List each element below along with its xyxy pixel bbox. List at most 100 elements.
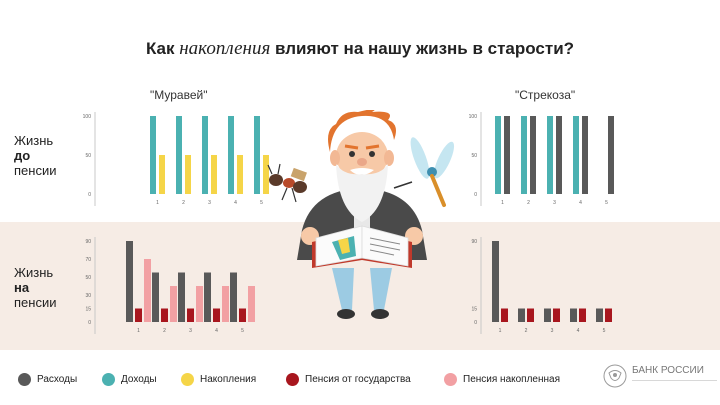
x-tick-label: 3 <box>553 200 556 206</box>
bar <box>582 116 588 194</box>
x-tick-label: 5 <box>605 200 608 206</box>
title-italic-word: накопления <box>179 38 271 59</box>
bar <box>187 308 194 322</box>
bar <box>263 155 269 194</box>
row-label-before-retirement: Жизнь до пенсии <box>14 133 56 178</box>
title-part-2: влияют на нашу жизнь в старости? <box>275 39 575 58</box>
bar <box>222 286 229 322</box>
x-tick-label: 5 <box>260 200 263 206</box>
bar <box>504 116 510 194</box>
bar <box>176 116 182 194</box>
bar <box>492 241 499 322</box>
row-label-before-line3: пенсии <box>14 163 57 178</box>
bar <box>530 116 536 194</box>
bank-logo: БАНК РОССИИ ――――――――――――――――― <box>603 364 717 388</box>
y-tick-label: 0 <box>474 192 477 198</box>
x-tick-label: 4 <box>579 200 582 206</box>
chart-ant-after: 0 15 30 50 70 90 1 2 3 4 5 <box>85 237 255 334</box>
y-tick-label: 15 <box>85 307 91 313</box>
bar <box>196 286 203 322</box>
legend-swatch-expenses <box>18 373 31 386</box>
bar <box>237 155 243 194</box>
bar <box>544 308 551 322</box>
y-tick-label: 70 <box>85 257 91 263</box>
bar <box>161 308 168 322</box>
title-part-1: Как <box>145 39 175 58</box>
y-tick-label: 100 <box>469 114 478 120</box>
x-tick-label: 3 <box>189 328 192 334</box>
bar <box>553 308 560 322</box>
x-tick-label: 5 <box>603 328 606 334</box>
bar <box>230 272 237 322</box>
x-tick-label: 5 <box>241 328 244 334</box>
chart-dragonfly-after: 0 15 90 1 2 3 4 5 <box>471 237 612 334</box>
bar <box>547 116 553 194</box>
ant-group-label: "Муравей" <box>150 88 208 102</box>
dragonfly-group-label: "Стрекоза" <box>515 88 576 102</box>
bar <box>254 116 260 194</box>
legend-label-income: Доходы <box>121 374 157 385</box>
bar <box>178 272 185 322</box>
y-tick-label: 90 <box>85 239 91 245</box>
x-tick-label: 1 <box>137 328 140 334</box>
bar <box>150 116 156 194</box>
ant-icon <box>267 163 307 203</box>
bar <box>239 308 246 322</box>
y-tick-label: 100 <box>83 114 92 120</box>
bar <box>518 308 525 322</box>
page-title: Как накопления влияют на нашу жизнь в ст… <box>0 38 720 60</box>
y-tick-label: 0 <box>88 192 91 198</box>
x-tick-label: 3 <box>208 200 211 206</box>
row-label-before-line2: до <box>14 148 31 163</box>
bar <box>570 308 577 322</box>
bar <box>579 308 586 322</box>
bar <box>159 155 165 194</box>
y-tick-label: 50 <box>85 275 91 281</box>
bar <box>213 308 220 322</box>
bar <box>228 116 234 194</box>
legend-label-savings: Накопления <box>200 374 257 385</box>
y-tick-label: 30 <box>85 293 91 299</box>
old-man-reading-book-illustration <box>267 110 455 319</box>
legend-swatch-funded-pension <box>444 373 457 386</box>
eagle-emblem-icon <box>603 364 627 388</box>
bar <box>248 286 255 322</box>
y-tick-label: 50 <box>471 153 477 159</box>
bar <box>211 155 217 194</box>
x-tick-label: 2 <box>527 200 530 206</box>
legend-item-income: Доходы <box>102 373 157 386</box>
x-tick-label: 2 <box>163 328 166 334</box>
row-label-before-line1: Жизнь <box>14 133 54 148</box>
y-tick-label: 0 <box>474 320 477 326</box>
bank-subtitle-line: ――――――――――――――――― <box>632 378 717 384</box>
bar <box>204 272 211 322</box>
legend-item-expenses: Расходы <box>18 373 77 386</box>
bar <box>202 116 208 194</box>
y-tick-label: 90 <box>471 239 477 245</box>
legend-label-state-pension: Пенсия от государства <box>305 374 411 385</box>
legend-label-funded-pension: Пенсия накопленная <box>463 374 561 385</box>
x-tick-label: 1 <box>499 328 502 334</box>
bar <box>185 155 191 194</box>
x-tick-label: 4 <box>215 328 218 334</box>
x-tick-label: 2 <box>182 200 185 206</box>
bar <box>170 286 177 322</box>
x-tick-label: 1 <box>501 200 504 206</box>
row-label-after-line2: на <box>14 280 30 295</box>
bar <box>144 259 151 322</box>
bar <box>135 308 142 322</box>
x-tick-label: 2 <box>525 328 528 334</box>
legend-swatch-state-pension <box>286 373 299 386</box>
legend: Расходы Доходы Накопления Пенсия от госу… <box>18 373 578 391</box>
bar <box>573 116 579 194</box>
bar <box>495 116 501 194</box>
bar <box>527 308 534 322</box>
row-label-in-retirement: Жизнь на пенсии <box>14 265 56 310</box>
bar <box>608 116 614 194</box>
bar <box>521 116 527 194</box>
x-tick-label: 4 <box>234 200 237 206</box>
x-tick-label: 3 <box>551 328 554 334</box>
row-label-after-line1: Жизнь <box>14 265 54 280</box>
bar <box>126 241 133 322</box>
legend-item-funded-pension: Пенсия накопленная <box>444 373 560 386</box>
